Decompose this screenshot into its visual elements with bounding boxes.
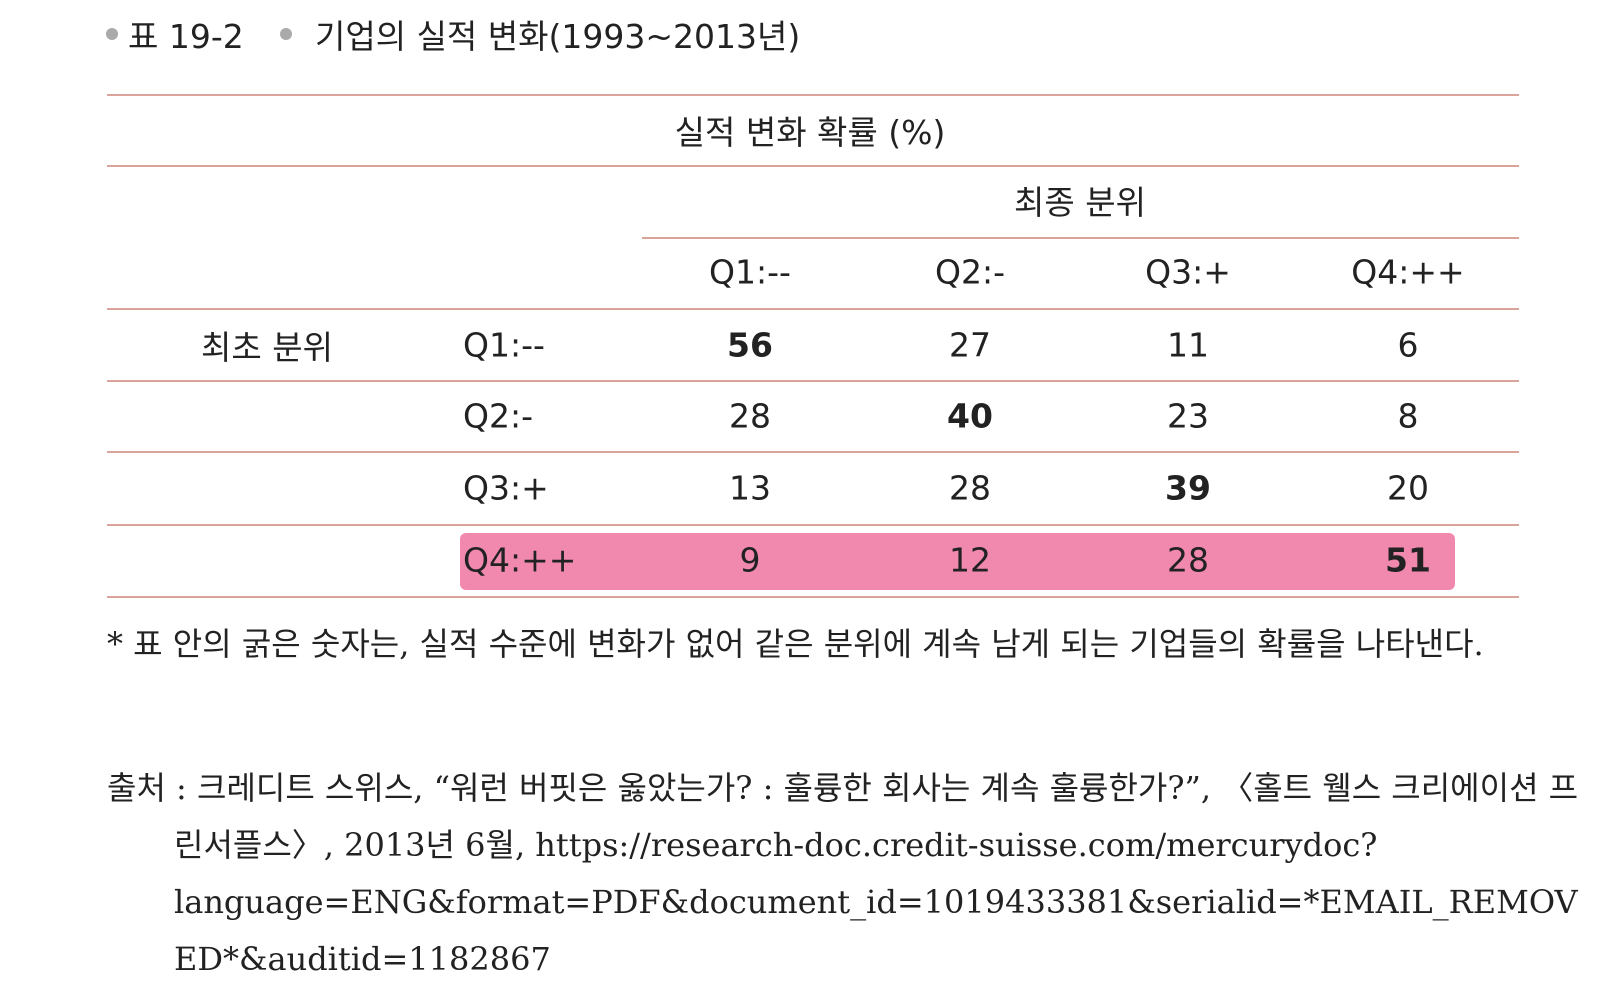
bullet (280, 28, 292, 40)
cell: 13 (729, 468, 771, 508)
rule (107, 596, 1519, 598)
rule (107, 308, 1519, 310)
table-title: 실적 변화 확률 (%) (674, 113, 946, 152)
cell: 39 (1165, 468, 1211, 508)
row-header: Q1:-- (463, 325, 545, 365)
row-header: Q3:+ (463, 468, 549, 508)
row-group: 최초 분위 (201, 328, 333, 367)
cell: 11 (1167, 325, 1209, 365)
cell: 23 (1167, 396, 1209, 436)
cell: 27 (949, 325, 991, 365)
cell: 20 (1387, 468, 1429, 508)
cell: 6 (1397, 325, 1419, 365)
cell: 28 (949, 468, 991, 508)
rule (107, 94, 1519, 96)
bullet (106, 28, 118, 40)
column-header: Q3:+ (1145, 252, 1231, 292)
cell: 12 (949, 540, 991, 580)
row-header: Q4:++ (463, 540, 577, 580)
cell: 28 (729, 396, 771, 436)
note: * 표 안의 굵은 숫자는, 실적 수준에 변화가 없어 같은 분위에 계속 남… (107, 625, 1484, 663)
caption-label: 표 19-2 (128, 17, 244, 56)
cell: 28 (1167, 540, 1209, 580)
column-group: 최종 분위 (1014, 183, 1146, 222)
source: 출처 : 크레디트 스위스, “워런 버핏은 옳았는가? : 훌륭한 회사는 계… (107, 769, 1579, 978)
cell: 56 (727, 325, 773, 365)
cell: 9 (739, 540, 761, 580)
cell: 8 (1397, 396, 1419, 436)
caption-title: 기업의 실적 변화(1993~2013년) (315, 17, 801, 56)
row-highlight (460, 533, 1455, 590)
column-header: Q4:++ (1351, 252, 1465, 292)
cell: 40 (947, 396, 993, 436)
cell: 51 (1385, 540, 1431, 580)
row-header: Q2:- (463, 396, 533, 436)
rule (107, 380, 1519, 382)
rule (107, 451, 1519, 453)
column-header: Q1:-- (709, 252, 791, 292)
rule (107, 165, 1519, 167)
rule (642, 237, 1519, 239)
rule (107, 524, 1519, 526)
column-header: Q2:- (935, 252, 1005, 292)
